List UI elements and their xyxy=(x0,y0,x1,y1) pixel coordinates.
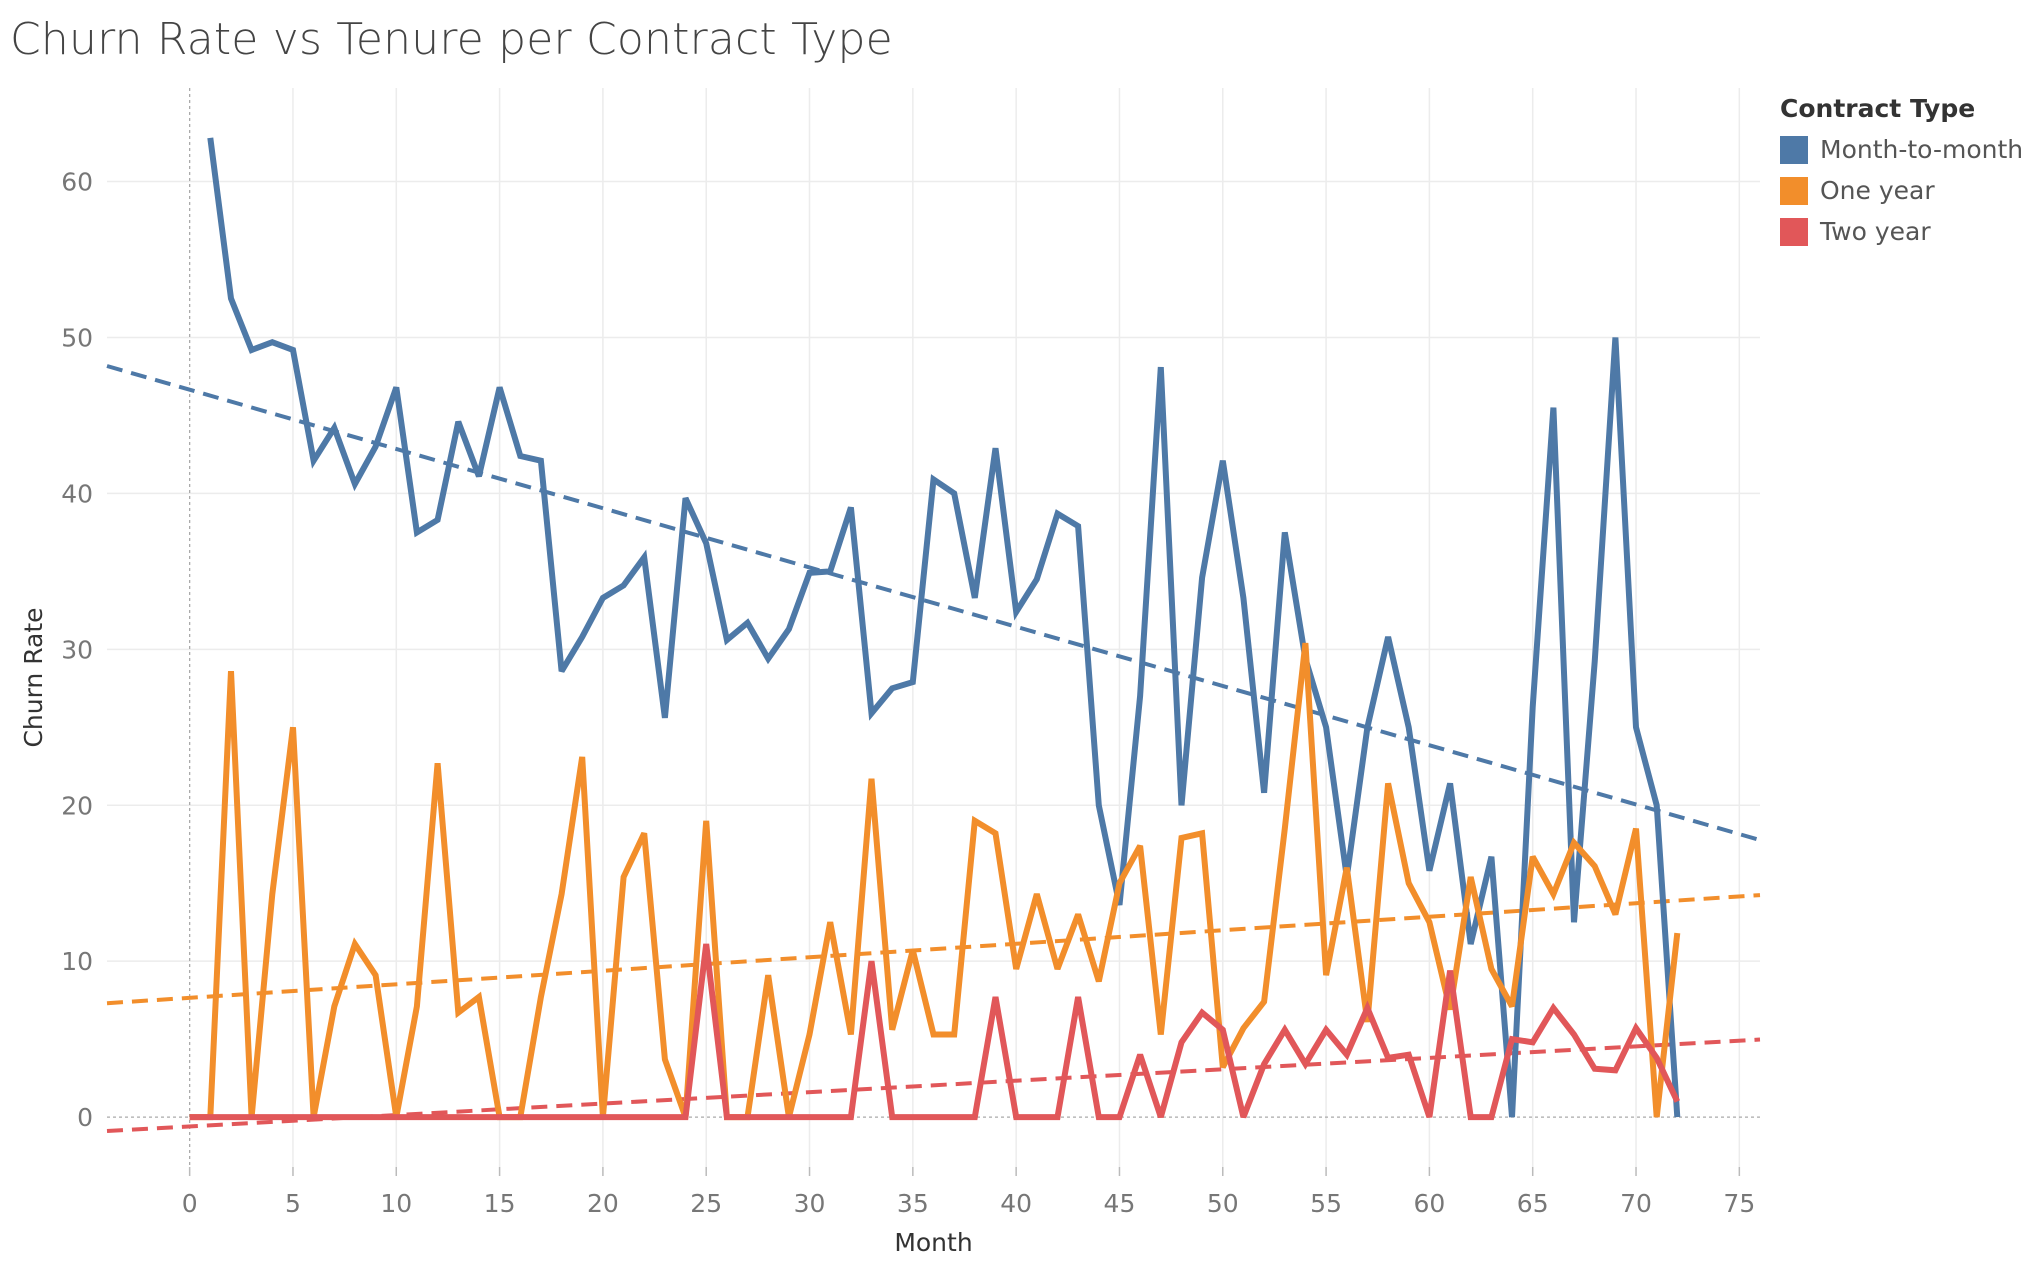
grid xyxy=(107,88,1760,1167)
legend-swatch xyxy=(1780,217,1808,246)
series-lines xyxy=(189,137,1681,1121)
legend-item-month-to-month[interactable]: Month-to-month xyxy=(1780,129,2023,170)
series-line-one-year[interactable] xyxy=(189,642,1681,1121)
x-tick-label: 45 xyxy=(1104,1189,1136,1218)
x-tick-label: 15 xyxy=(484,1189,516,1218)
y-tick-label: 0 xyxy=(77,1103,93,1132)
legend-item-two-year[interactable]: Two year xyxy=(1780,211,2023,252)
legend-items: Month-to-month One year Two year xyxy=(1780,129,2023,252)
x-tick-label: 60 xyxy=(1413,1189,1445,1218)
x-axis-ticks: 0 5 10 15 20 25 30 35 40 45 50 55 60 65 70 75 xyxy=(182,1167,1755,1218)
x-tick-label: 5 xyxy=(285,1189,301,1218)
x-tick-label: 35 xyxy=(897,1189,929,1218)
legend-title: Contract Type xyxy=(1780,94,1976,123)
legend: Contract Type Month-to-month One year Two … xyxy=(1780,94,2023,252)
x-tick-label: 70 xyxy=(1620,1189,1652,1218)
y-tick-label: 30 xyxy=(61,635,93,664)
legend-label: Month-to-month xyxy=(1820,135,2024,164)
x-tick-label: 75 xyxy=(1723,1189,1755,1218)
chart-title: Churn Rate vs Tenure per Contract Type xyxy=(10,14,893,65)
trend-line-month-to-month xyxy=(106,364,1761,842)
x-tick-label: 40 xyxy=(1000,1189,1032,1218)
legend-swatch xyxy=(1780,135,1808,164)
legend-swatch xyxy=(1780,176,1808,205)
x-tick-label: 10 xyxy=(380,1189,412,1218)
x-tick-label: 20 xyxy=(587,1189,619,1218)
y-axis-ticks: 0 10 20 30 40 50 60 xyxy=(61,168,93,1133)
y-tick-label: 40 xyxy=(61,479,93,508)
x-tick-label: 50 xyxy=(1207,1189,1239,1218)
series-line-month-to-month[interactable] xyxy=(207,137,1681,1118)
y-tick-label: 20 xyxy=(61,791,93,820)
x-tick-label: 55 xyxy=(1310,1189,1342,1218)
legend-label: One year xyxy=(1820,176,1935,205)
x-axis-title: Month xyxy=(894,1228,972,1257)
legend-item-one-year[interactable]: One year xyxy=(1780,170,2023,211)
x-tick-label: 65 xyxy=(1517,1189,1549,1218)
x-tick-label: 30 xyxy=(794,1189,826,1218)
x-tick-label: 25 xyxy=(690,1189,722,1218)
y-axis-title: Churn Rate xyxy=(19,607,48,747)
trend-line-one-year xyxy=(106,893,1761,1006)
y-tick-label: 50 xyxy=(61,323,93,352)
y-tick-label: 10 xyxy=(61,947,93,976)
series-line-two-year[interactable] xyxy=(189,943,1681,1121)
x-tick-label: 0 xyxy=(182,1189,198,1218)
legend-label: Two year xyxy=(1820,217,1931,246)
y-tick-label: 60 xyxy=(61,168,93,197)
